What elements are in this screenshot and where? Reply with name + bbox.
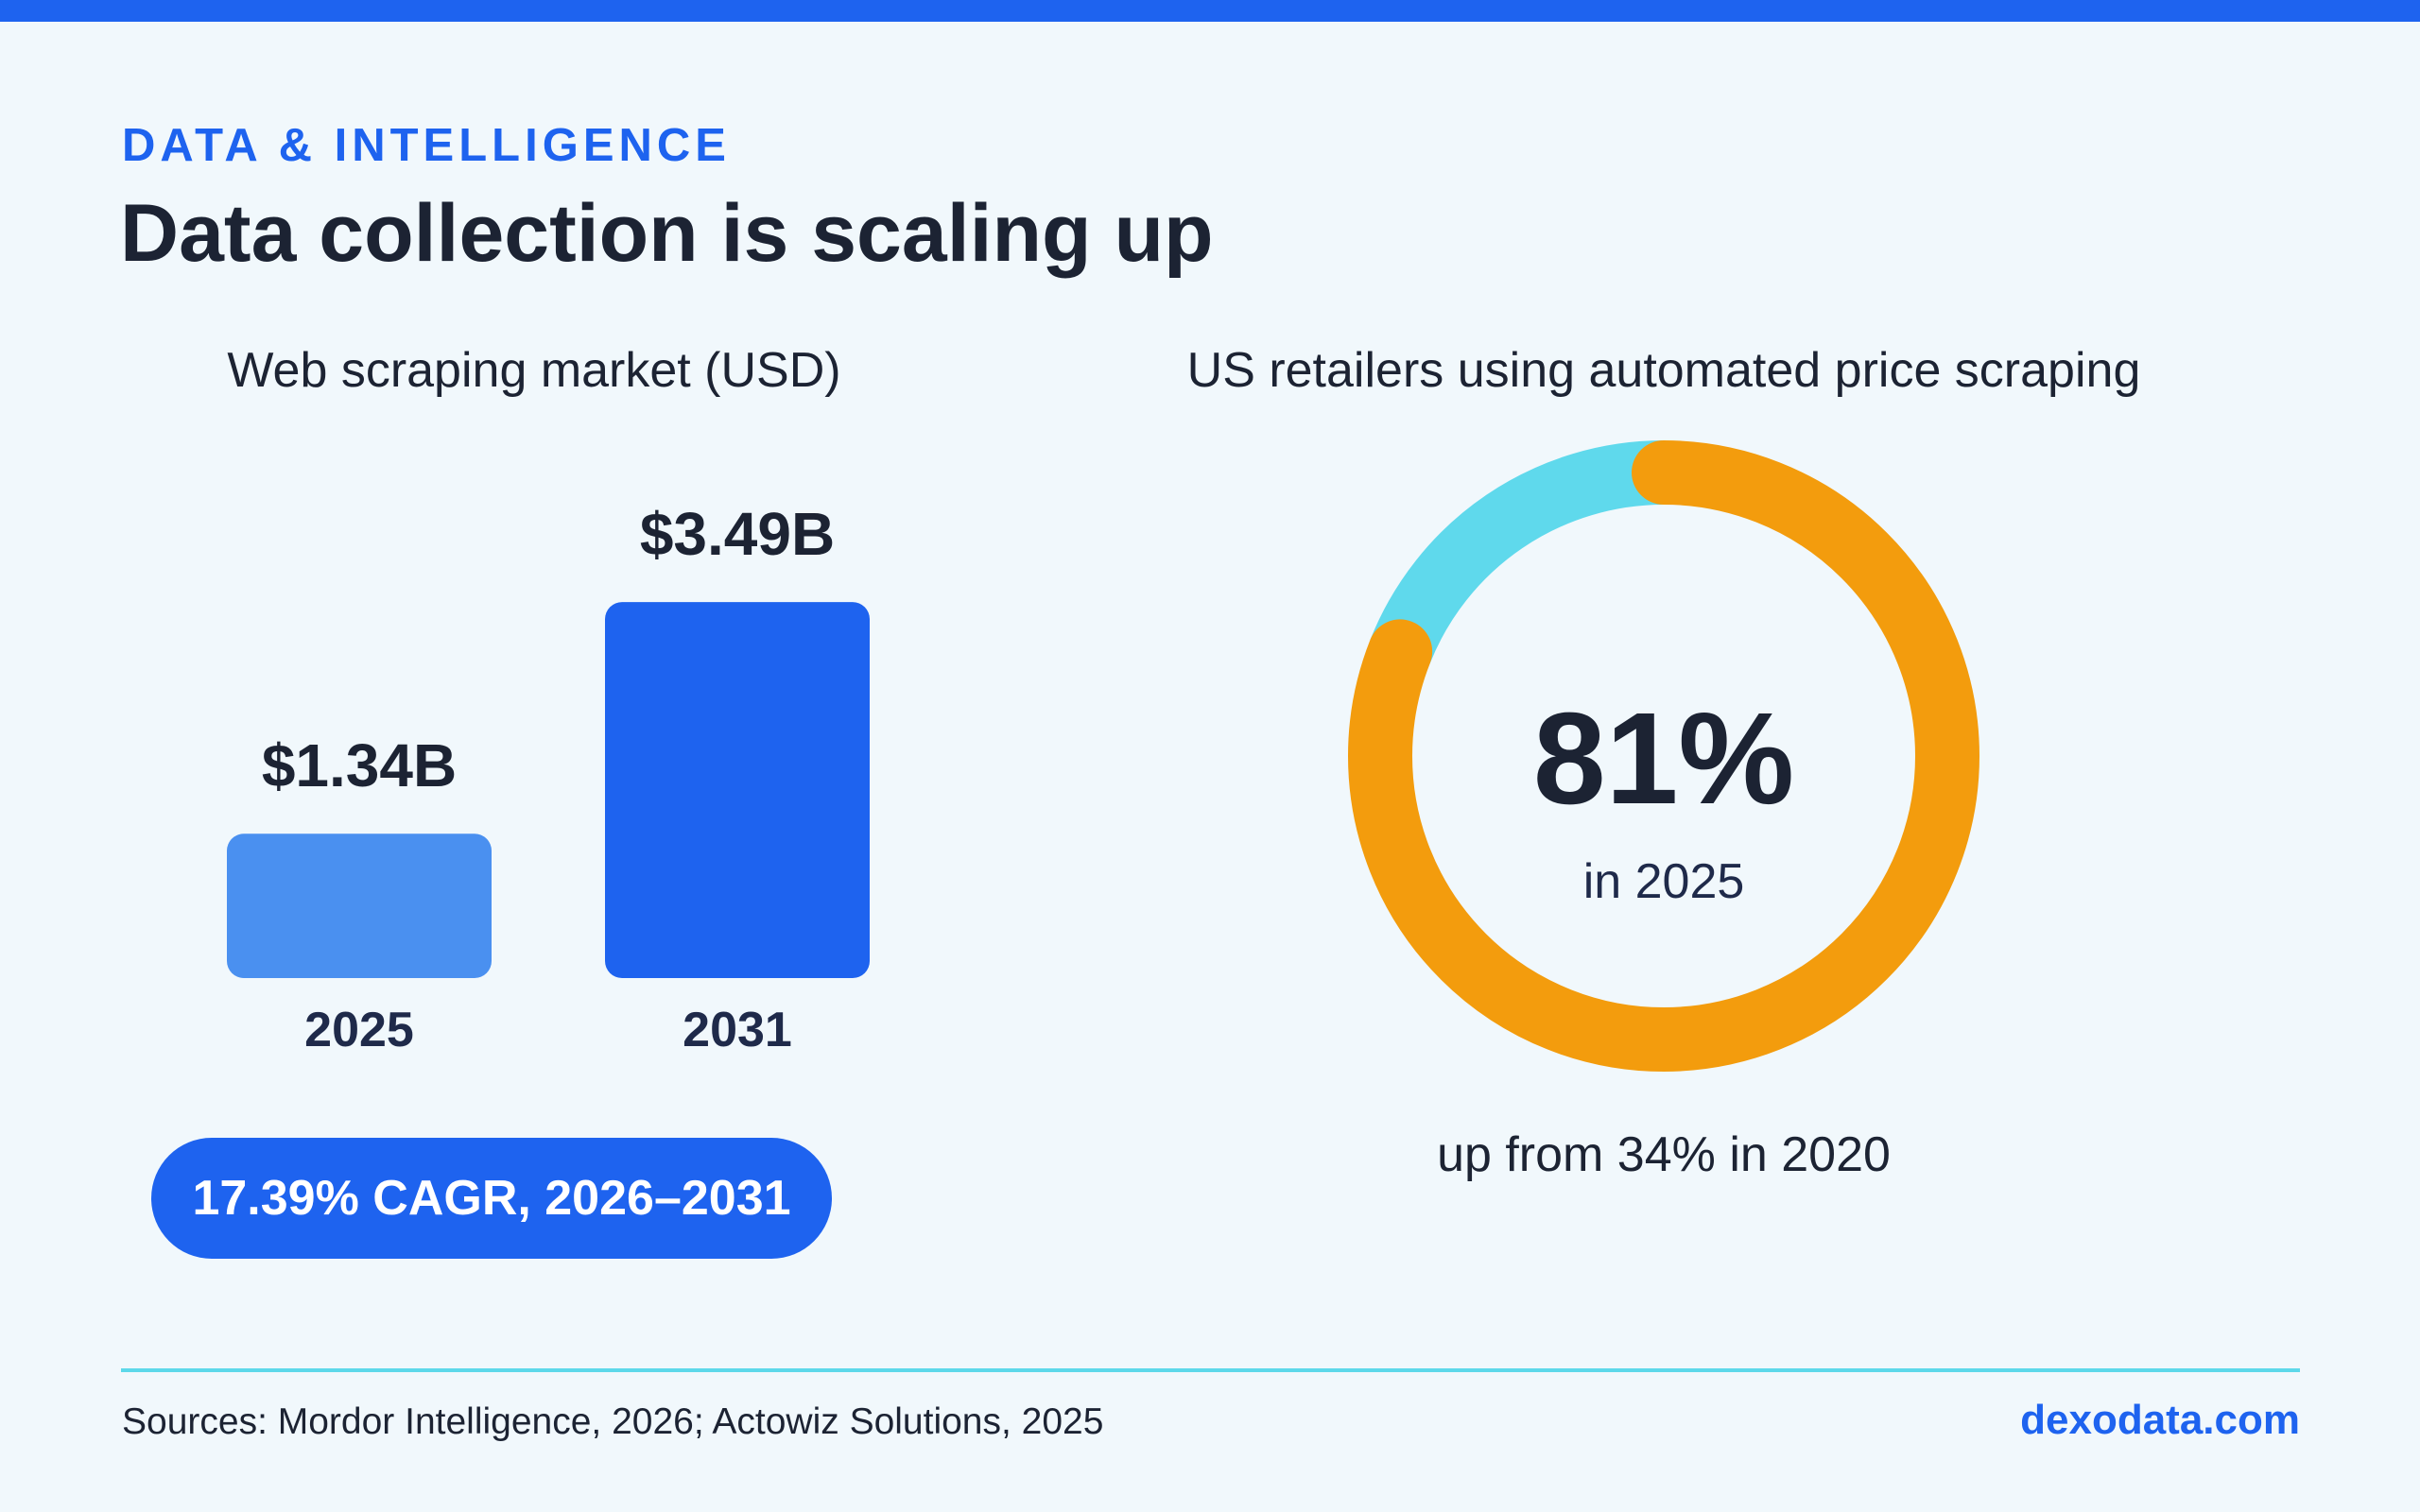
donut-chart: 81% in 2025 [1348,440,1979,1072]
donut-center-sublabel: in 2025 [1583,854,1745,909]
bar-2031 [605,602,870,978]
page-title: Data collection is scaling up [120,188,1214,279]
top-accent-bar [0,0,2420,22]
bar-chart-title: Web scraping market (USD) [227,343,841,398]
donut-center-value: 81% [1533,686,1794,832]
donut-footnote: up from 34% in 2020 [1437,1127,1891,1182]
donut-chart-title: US retailers using automated price scrap… [1186,343,2141,398]
bar-2025 [227,833,492,978]
bar-value-label: $3.49B [640,500,835,568]
bar-chart: $1.34B 2025 $3.49B 2031 [227,500,870,1057]
brand-link[interactable]: dexodata.com [2020,1397,2300,1443]
sources-text: Sources: Mordor Intelligence, 2026; Acto… [122,1401,1104,1442]
footer-divider [121,1368,2300,1372]
bar-category-label: 2031 [683,1003,792,1057]
bar-value-label: $1.34B [262,731,457,799]
cagr-badge: 17.39% CAGR, 2026–2031 [151,1138,832,1259]
bar-category-label: 2025 [304,1003,414,1057]
eyebrow-label: DATA & INTELLIGENCE [122,120,731,171]
donut-main-segment [1348,440,1979,1072]
